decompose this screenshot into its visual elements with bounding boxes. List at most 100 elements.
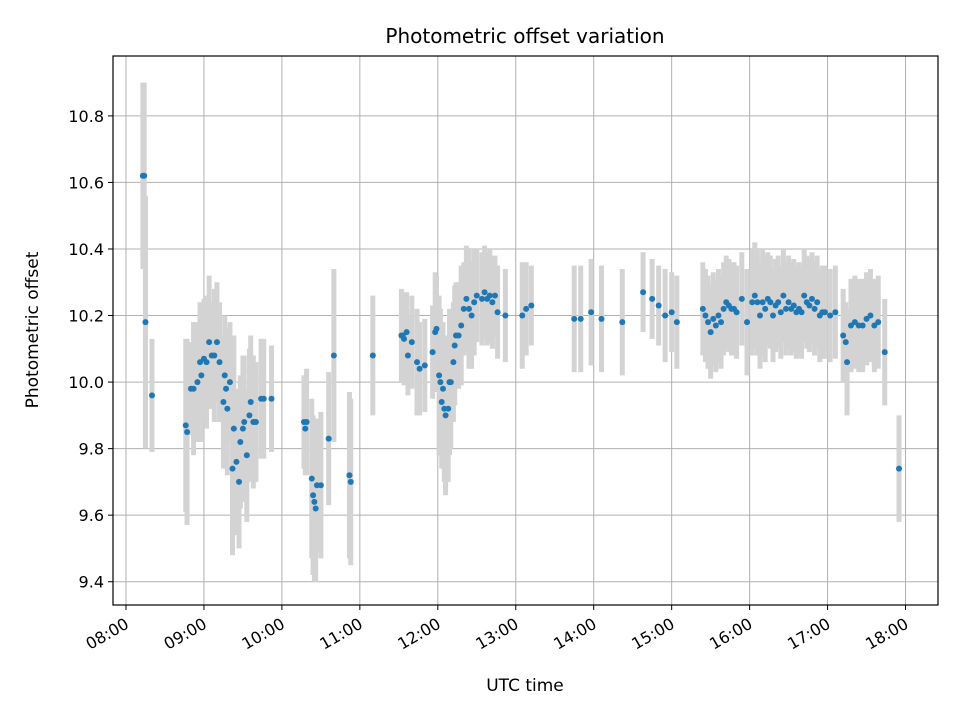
data-point <box>519 312 526 319</box>
data-point <box>346 472 353 479</box>
data-point <box>243 452 250 459</box>
data-point <box>429 349 436 356</box>
data-point <box>842 339 849 346</box>
data-point <box>408 339 415 346</box>
data-point <box>458 322 465 329</box>
data-point <box>224 405 231 412</box>
data-point <box>401 335 408 342</box>
data-point <box>523 305 530 312</box>
data-point <box>662 312 669 319</box>
data-point <box>447 379 454 386</box>
data-point <box>738 295 745 302</box>
data-point <box>442 412 449 419</box>
y-tick-label: 10.2 <box>68 307 104 326</box>
data-point <box>749 299 756 306</box>
data-point <box>226 379 233 386</box>
data-point <box>770 312 776 319</box>
data-point <box>468 312 475 319</box>
data-point <box>875 319 882 326</box>
data-point <box>403 329 410 336</box>
data-point <box>814 299 821 306</box>
data-point <box>206 339 213 346</box>
chart-title: Photometric offset variation <box>385 24 664 48</box>
data-point <box>142 319 149 326</box>
data-point <box>268 395 275 402</box>
grid-lines <box>113 56 938 605</box>
data-point <box>790 302 797 309</box>
y-tick-label: 10.6 <box>68 173 104 192</box>
data-point <box>777 309 784 316</box>
data-point <box>821 309 828 316</box>
data-point <box>775 299 782 306</box>
data-point <box>247 399 254 406</box>
data-point <box>757 312 764 319</box>
data-point <box>494 309 501 316</box>
y-tick-label: 9.4 <box>79 573 104 592</box>
data-point <box>588 309 595 316</box>
data-point <box>619 319 626 326</box>
data-point <box>260 395 267 402</box>
data-point <box>220 399 227 406</box>
data-point <box>230 425 237 432</box>
data-point <box>840 332 847 339</box>
data-point <box>311 498 318 505</box>
data-point <box>847 322 854 329</box>
data-point <box>451 342 458 349</box>
data-point <box>702 312 709 319</box>
data-point <box>236 478 243 485</box>
data-point <box>478 295 485 302</box>
data-point <box>421 362 428 369</box>
data-point <box>871 322 878 329</box>
data-point <box>184 428 191 435</box>
data-point <box>754 299 761 306</box>
data-point <box>715 312 722 319</box>
y-axis-ticks: 9.4 9.6 9.8 10.0 10.2 10.4 10.6 10.8 <box>68 107 113 592</box>
data-point <box>881 349 888 356</box>
data-point <box>436 372 443 379</box>
data-point <box>851 319 858 326</box>
data-point <box>438 399 445 406</box>
y-tick-label: 10.8 <box>68 107 104 126</box>
data-point <box>148 392 155 399</box>
data-point <box>571 315 578 322</box>
data-point <box>229 465 236 472</box>
data-point <box>767 299 774 306</box>
data-point <box>762 305 769 312</box>
data-point <box>223 385 230 392</box>
data-point <box>233 458 240 465</box>
data-point <box>450 359 457 366</box>
data-point <box>330 352 337 359</box>
data-point <box>437 379 444 386</box>
data-point <box>481 289 488 296</box>
data-point <box>440 385 446 392</box>
data-point <box>705 319 712 326</box>
data-point <box>312 505 319 512</box>
data-point <box>844 359 851 366</box>
data-point <box>759 299 766 306</box>
data-point <box>712 322 719 329</box>
data-point <box>197 359 204 366</box>
data-point <box>780 292 787 299</box>
data-point <box>806 302 813 309</box>
data-point <box>445 405 452 412</box>
data-point <box>194 379 201 386</box>
data-point <box>655 302 662 309</box>
data-point <box>239 425 246 432</box>
data-point <box>785 299 792 306</box>
data-point <box>867 312 874 319</box>
data-point <box>190 385 197 392</box>
data-point <box>751 292 758 299</box>
data-point <box>414 359 421 366</box>
data-point <box>455 332 462 339</box>
data-point <box>221 372 228 379</box>
data-point <box>668 309 675 316</box>
data-point <box>216 359 223 366</box>
data-point <box>241 419 248 425</box>
data-point <box>308 475 315 482</box>
data-point <box>302 425 309 432</box>
data-point <box>310 492 317 499</box>
data-point <box>347 478 354 485</box>
data-point <box>489 299 496 306</box>
